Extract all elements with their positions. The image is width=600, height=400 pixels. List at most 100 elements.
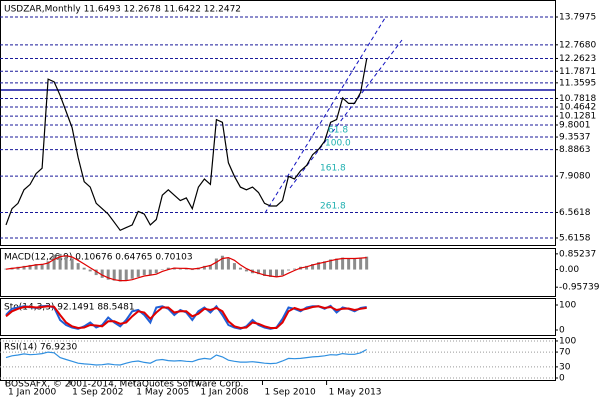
y-tick-label: 0.00 bbox=[559, 265, 579, 275]
histogram-bar bbox=[28, 264, 32, 270]
histogram-bar bbox=[281, 269, 285, 276]
histogram-bar bbox=[220, 255, 224, 270]
histogram-bar bbox=[154, 269, 158, 274]
x-tick-label: 1 Jan 2008 bbox=[200, 388, 248, 398]
channel-line bbox=[264, 17, 386, 214]
fib-label: 161.8 bbox=[320, 164, 346, 174]
histogram-bar bbox=[82, 267, 86, 270]
fib-label: 61.8 bbox=[328, 126, 348, 136]
panel-frame bbox=[0, 0, 556, 246]
fib-label: 261.8 bbox=[320, 202, 346, 212]
histogram-bar bbox=[184, 268, 188, 270]
histogram-bar bbox=[130, 269, 134, 279]
histogram-bar bbox=[335, 258, 339, 270]
y-tick-label: 0 bbox=[559, 374, 565, 384]
histogram-bar bbox=[208, 264, 212, 270]
histogram-bar bbox=[293, 268, 297, 270]
channel-line bbox=[289, 39, 403, 189]
histogram-bar bbox=[226, 258, 230, 270]
histogram-bar bbox=[52, 254, 56, 270]
histogram-bar bbox=[40, 264, 44, 270]
y-tick-label: 100 bbox=[559, 336, 576, 346]
histogram-bar bbox=[148, 269, 152, 276]
y-tick-label: 6.5618 bbox=[559, 208, 591, 218]
y-tick-label: 10.7818 bbox=[559, 94, 596, 104]
y-tick-label: 9.3537 bbox=[559, 133, 591, 143]
histogram-bar bbox=[142, 269, 146, 276]
y-tick-label: 13.7975 bbox=[559, 13, 596, 23]
y-tick-label: 11.7871 bbox=[559, 67, 596, 77]
histogram-bar bbox=[178, 268, 182, 270]
y-tick-label: 0 bbox=[559, 326, 565, 336]
y-tick-label: 10.1281 bbox=[559, 112, 596, 122]
histogram-bar bbox=[329, 259, 333, 270]
x-tick-label: 1 Jan 2000 bbox=[8, 388, 56, 398]
histogram-bar bbox=[238, 267, 242, 270]
series-line bbox=[5, 58, 368, 232]
histogram-bar bbox=[244, 269, 248, 272]
histogram-bar bbox=[70, 258, 74, 270]
histogram-bar bbox=[305, 265, 309, 270]
y-tick-label: -0.95739 bbox=[559, 283, 600, 293]
histogram-bar bbox=[76, 263, 80, 270]
histogram-bar bbox=[136, 269, 140, 277]
series-line bbox=[5, 348, 367, 366]
panel-frame bbox=[0, 248, 556, 297]
panel-title: RSI(14) 76.9230 bbox=[4, 343, 77, 353]
histogram-bar bbox=[287, 269, 291, 271]
footer: BOSSAFX, © 2001-2014, MetaQuotes Softwar… bbox=[5, 380, 243, 390]
histogram-bar bbox=[112, 269, 116, 281]
histogram-bar bbox=[58, 253, 62, 270]
y-tick-label: 70 bbox=[559, 348, 571, 358]
panel-title: MACD(12,26,9) 0.10676 0.64765 0.70103 bbox=[4, 253, 193, 263]
histogram-bar bbox=[46, 261, 50, 270]
histogram-bar bbox=[64, 255, 68, 270]
histogram-bar bbox=[88, 269, 92, 272]
y-tick-label: 8.8863 bbox=[559, 145, 591, 155]
histogram-bar bbox=[232, 263, 236, 270]
histogram-bar bbox=[94, 269, 98, 276]
histogram-bar bbox=[347, 258, 351, 270]
y-tick-label: 100 bbox=[559, 301, 576, 311]
histogram-bar bbox=[311, 264, 315, 270]
y-tick-label: 11.3595 bbox=[559, 78, 596, 88]
histogram-bar bbox=[160, 269, 164, 271]
panel-frame bbox=[0, 298, 556, 336]
y-tick-label: 9.8001 bbox=[559, 120, 591, 130]
x-tick-label: 1 Sep 2010 bbox=[264, 388, 316, 398]
histogram-bar bbox=[323, 261, 327, 270]
histogram-bar bbox=[22, 265, 26, 270]
histogram-bar bbox=[256, 269, 260, 275]
histogram-bar bbox=[274, 269, 278, 277]
x-tick-label: 1 May 2005 bbox=[136, 388, 189, 398]
histogram-bar bbox=[34, 264, 38, 270]
histogram-bar bbox=[268, 269, 272, 277]
histogram-bar bbox=[118, 269, 122, 282]
histogram-bar bbox=[214, 258, 218, 270]
x-tick-label: 1 Sep 2002 bbox=[72, 388, 123, 398]
histogram-bar bbox=[341, 257, 345, 270]
panel-title: USDZAR,Monthly 11.6493 12.2678 11.6422 1… bbox=[4, 5, 241, 15]
panel-title: Sto(14,3,3) 92.1491 88.5481 bbox=[4, 303, 135, 313]
histogram-bar bbox=[262, 269, 266, 276]
fib-label: 100.0 bbox=[325, 139, 351, 149]
y-tick-label: 0.85237 bbox=[559, 249, 596, 259]
histogram-bar bbox=[359, 257, 363, 270]
panel-frame bbox=[0, 338, 556, 381]
y-tick-label: 7.9080 bbox=[559, 172, 591, 182]
histogram-bar bbox=[365, 256, 369, 270]
y-tick-label: 5.6158 bbox=[559, 234, 591, 244]
histogram-bar bbox=[166, 267, 170, 270]
y-tick-label: 12.7680 bbox=[559, 40, 596, 50]
series-line bbox=[5, 255, 367, 282]
histogram-bar bbox=[124, 269, 128, 281]
histogram-bar bbox=[353, 258, 357, 270]
x-tick-label: 1 May 2013 bbox=[329, 388, 382, 398]
series-line bbox=[5, 305, 367, 330]
histogram-bar bbox=[106, 269, 110, 280]
histogram-bar bbox=[100, 269, 104, 278]
histogram-bar bbox=[190, 269, 194, 271]
y-tick-label: 30 bbox=[559, 362, 571, 372]
